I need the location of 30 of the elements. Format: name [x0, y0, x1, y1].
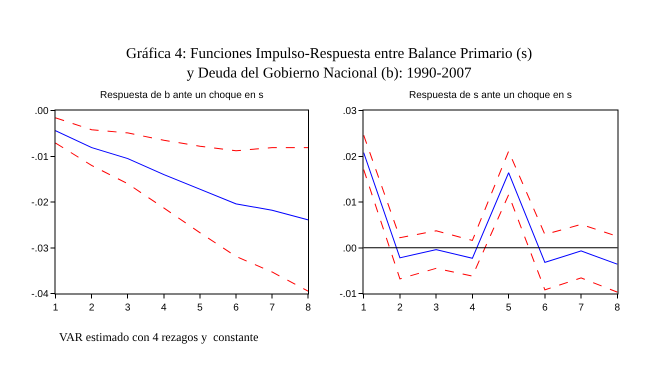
x-tick-label: 2 — [88, 302, 95, 314]
x-tick-label: 6 — [542, 302, 548, 314]
x-tick-label: 6 — [233, 302, 240, 314]
y-tick-label: .01 — [342, 198, 358, 208]
x-tick-label: 7 — [269, 302, 276, 314]
x-tick-label: 4 — [470, 302, 476, 314]
y-tick-label: -.03 — [31, 243, 49, 254]
x-tick-label: 4 — [161, 302, 168, 314]
y-tick-label: .00 — [34, 106, 49, 118]
x-tick-label: 1 — [52, 302, 59, 314]
x-tick-label: 7 — [578, 302, 584, 314]
x-tick-label: 2 — [397, 302, 404, 314]
y-tick-label: -.02 — [31, 198, 49, 208]
text: VAR estimado con 4 rezagos y constante — [59, 330, 258, 344]
y-tick-label: .00 — [342, 243, 358, 254]
y-tick-label: .02 — [342, 152, 358, 163]
y-tick-label: -.01 — [339, 288, 358, 300]
chart-title: Respuesta de s ante un choque en s — [409, 90, 572, 101]
x-tick-label: 3 — [433, 302, 440, 314]
text: Gráfica 4: Funciones Impulso-Respuesta entre Balance Primario (s) y Deuda del Gobierno Nacional (b): 1990-2007 — [126, 46, 532, 82]
x-tick-label: 8 — [614, 302, 621, 314]
x-tick-label: 5 — [197, 302, 204, 314]
y-tick-label: .03 — [342, 106, 358, 118]
x-tick-label: 5 — [506, 302, 512, 314]
x-tick-label: 1 — [360, 302, 367, 314]
y-tick-label: -.04 — [31, 288, 49, 300]
y-tick-label: -.01 — [31, 152, 49, 163]
x-tick-label: 8 — [305, 302, 312, 314]
x-tick-label: 3 — [124, 302, 131, 314]
chart-title: Respuesta de b ante un choque en s — [100, 90, 264, 101]
